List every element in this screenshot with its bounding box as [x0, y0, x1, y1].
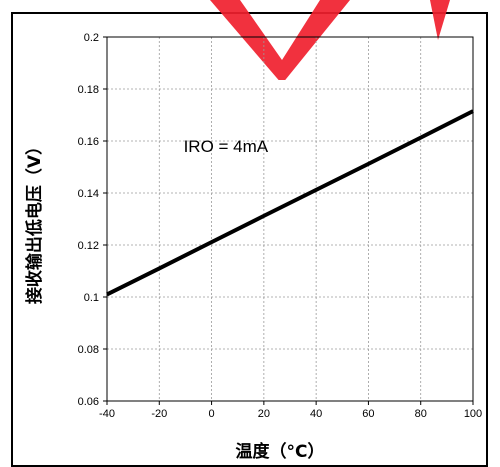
x-axis-title: 温度（°C） [236, 441, 325, 462]
series-layer [107, 111, 473, 294]
x-tick-label: -40 [99, 408, 115, 420]
x-tick-label: 40 [310, 408, 322, 420]
axis-ticks: -40 -20 0 20 40 60 80 100 0.2 0.18 0.16 0.14 0.12 0.1… [78, 32, 483, 420]
x-tick-label: 80 [415, 408, 427, 420]
y-tick-label: 0.1 [84, 292, 99, 304]
y-tick-label: 0.12 [78, 240, 99, 252]
series-annotation: IRO = 4mA [184, 137, 269, 156]
y-tick-label: 0.14 [78, 188, 99, 200]
y-tick-label: 0.06 [78, 396, 99, 408]
x-tick-label: 60 [362, 408, 374, 420]
x-tick-label: 0 [209, 408, 215, 420]
y-axis-title: 接收输出低电压（V） [24, 138, 45, 304]
grid [107, 37, 473, 401]
series-line [107, 111, 473, 294]
y-tick-label: 0.18 [78, 84, 99, 96]
x-tick-label: 20 [258, 408, 270, 420]
x-tick-label: -20 [151, 408, 167, 420]
y-tick-label: 0.16 [78, 136, 99, 148]
plot-area-border [107, 37, 473, 401]
y-tick-label: 0.08 [78, 344, 99, 356]
x-tick-label: 100 [464, 408, 482, 420]
y-tick-label: 0.2 [84, 32, 99, 44]
